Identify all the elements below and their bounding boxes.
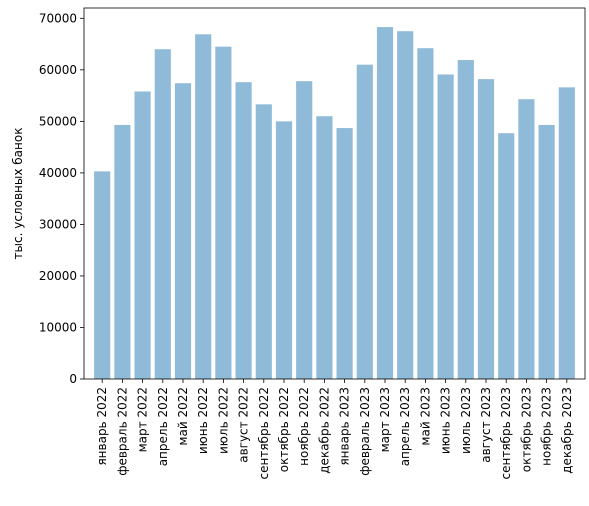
bar-18 bbox=[437, 74, 454, 379]
y-tick-label: 0 bbox=[69, 372, 77, 386]
bar-16 bbox=[397, 31, 414, 379]
x-tick-label: август 2022 bbox=[237, 387, 251, 463]
y-axis-label: тыс. условных банок bbox=[11, 128, 25, 260]
bar-2 bbox=[114, 124, 131, 379]
x-tick-label: март 2022 bbox=[136, 387, 150, 452]
x-tick-label: май 2022 bbox=[176, 387, 190, 446]
x-tick-label: декабрь 2022 bbox=[317, 387, 331, 474]
x-tick-label: сентябрь 2022 bbox=[257, 387, 271, 479]
x-tick-label: ноябрь 2023 bbox=[540, 387, 554, 466]
bar-8 bbox=[235, 82, 252, 379]
bar-10 bbox=[275, 121, 293, 380]
y-tick-label: 60000 bbox=[39, 63, 77, 77]
bars-group bbox=[94, 27, 575, 380]
bar-14 bbox=[356, 64, 373, 380]
bar-3 bbox=[134, 91, 151, 379]
x-tick-label: январь 2023 bbox=[338, 387, 352, 466]
bar-6 bbox=[195, 34, 212, 379]
bar-4 bbox=[154, 49, 171, 379]
y-tick-label: 10000 bbox=[39, 320, 77, 334]
y-tick-label: 20000 bbox=[39, 269, 77, 283]
bar-7 bbox=[215, 46, 232, 380]
x-tick-label: сентябрь 2023 bbox=[499, 387, 513, 479]
x-tick-label: август 2023 bbox=[479, 387, 493, 463]
bar-23 bbox=[538, 124, 555, 379]
bar-12 bbox=[316, 116, 333, 380]
x-tick-label: июль 2022 bbox=[216, 387, 230, 454]
bar-1 bbox=[94, 171, 111, 379]
bar-21 bbox=[498, 133, 515, 379]
bar-11 bbox=[296, 81, 313, 380]
bar-19 bbox=[457, 60, 474, 379]
x-tick-label: апрель 2023 bbox=[398, 387, 412, 466]
x-tick-label: июнь 2023 bbox=[439, 387, 453, 454]
bar-15 bbox=[376, 27, 394, 379]
bar-17 bbox=[417, 48, 434, 379]
x-tick-label: ноябрь 2022 bbox=[297, 387, 311, 466]
y-tick-label: 30000 bbox=[39, 217, 77, 231]
bar-22 bbox=[518, 99, 535, 379]
x-tick-label: январь 2022 bbox=[95, 387, 109, 466]
bar-5 bbox=[174, 83, 192, 379]
y-tick-label: 70000 bbox=[39, 11, 77, 25]
x-tick-label: декабрь 2023 bbox=[560, 387, 574, 474]
y-tick-label: 40000 bbox=[39, 166, 77, 180]
x-tick-label: март 2023 bbox=[378, 387, 392, 452]
bar-20 bbox=[477, 79, 495, 380]
plot-frame bbox=[83, 7, 586, 380]
x-tick-label: июнь 2022 bbox=[196, 387, 210, 454]
bar-24 bbox=[558, 87, 575, 379]
x-axis: январь 2022 февраль 2022 март 2022 апрель 2… bbox=[95, 379, 574, 479]
x-tick-label: апрель 2022 bbox=[156, 387, 170, 466]
x-tick-label: февраль 2022 bbox=[115, 387, 129, 476]
x-tick-label: октябрь 2022 bbox=[277, 387, 291, 472]
x-tick-label: май 2023 bbox=[418, 387, 432, 446]
bar-9 bbox=[255, 104, 272, 380]
y-tick-label: 50000 bbox=[39, 114, 77, 128]
y-axis: 0 10000 20000 30000 40000 50000 60000 70000 bbox=[39, 11, 84, 386]
bar-13 bbox=[336, 128, 353, 379]
x-tick-label: октябрь 2023 bbox=[519, 387, 533, 472]
x-tick-label: июль 2023 bbox=[459, 387, 473, 454]
x-tick-label: февраль 2023 bbox=[358, 387, 372, 476]
